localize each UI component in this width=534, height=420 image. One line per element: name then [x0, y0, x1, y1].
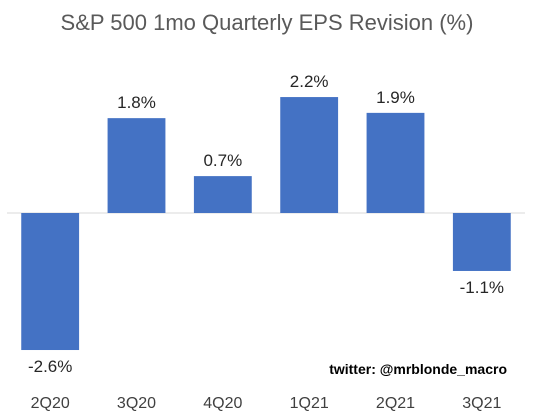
x-tick-label-4q20: 4Q20 [203, 395, 242, 412]
bar-3q21 [452, 213, 511, 271]
bars-group [21, 97, 511, 351]
x-tick-label-3q21: 3Q21 [462, 395, 501, 412]
data-label-2q20: -2.6% [28, 357, 72, 376]
x-tick-label-3q20: 3Q20 [117, 395, 156, 412]
twitter-annotation: twitter: @mrblonde_macro [329, 361, 507, 377]
x-tick-label-2q21: 2Q21 [376, 395, 415, 412]
x-tick-label-1q21: 1Q21 [290, 395, 329, 412]
bar-4q20 [193, 176, 252, 213]
data-label-1q21: 2.2% [290, 72, 329, 91]
x-tick-labels-group: 2Q20 3Q20 4Q20 1Q21 2Q21 3Q21 [31, 395, 502, 412]
bar-2q21 [366, 112, 425, 213]
bar-2q20 [21, 213, 80, 351]
data-label-3q20: 1.8% [117, 93, 156, 112]
x-tick-label-2q20: 2Q20 [31, 395, 70, 412]
data-labels-group: -2.6% 1.8% 0.7% 2.2% 1.9% -1.1% [28, 72, 504, 376]
chart-title: S&P 500 1mo Quarterly EPS Revision (%) [61, 10, 474, 35]
data-label-2q21: 1.9% [376, 88, 415, 107]
data-label-3q21: -1.1% [460, 278, 504, 297]
data-label-4q20: 0.7% [203, 151, 242, 170]
bar-3q20 [107, 118, 166, 213]
bar-1q21 [280, 97, 339, 213]
